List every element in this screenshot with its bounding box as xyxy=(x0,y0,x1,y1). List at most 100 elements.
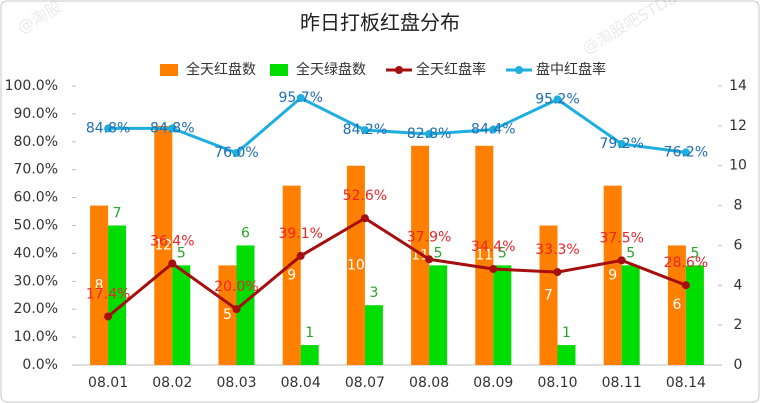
y2-tick-label: 0 xyxy=(734,357,743,373)
point xyxy=(168,259,177,268)
y2-tick-label: 6 xyxy=(734,237,743,253)
point xyxy=(425,129,434,138)
data-label: 5 xyxy=(177,245,186,261)
point xyxy=(681,281,690,290)
x-tick-label: 08.08 xyxy=(409,375,449,391)
data-label: 9 xyxy=(287,267,296,283)
bar xyxy=(539,225,558,365)
data-label: 36.4% xyxy=(150,233,194,249)
legend-swatch xyxy=(270,64,288,76)
point xyxy=(232,148,241,157)
bar xyxy=(429,265,448,365)
legend-label: 全天红盘率 xyxy=(416,61,486,78)
bar xyxy=(667,245,686,365)
data-label: 33.3% xyxy=(535,242,579,258)
y-tick-label: 40.0% xyxy=(14,245,58,261)
chart-title: 昨日打板红盘分布 xyxy=(300,11,460,35)
point xyxy=(296,251,305,260)
x-tick-label: 08.03 xyxy=(216,375,256,391)
legend-marker xyxy=(515,66,523,74)
point xyxy=(617,140,626,149)
point xyxy=(232,305,241,314)
point xyxy=(360,214,369,223)
bar xyxy=(172,265,191,365)
line xyxy=(108,96,687,155)
y2-tick-label: 12 xyxy=(729,118,747,134)
y-tick-label: 30.0% xyxy=(14,273,58,289)
point xyxy=(489,125,498,134)
bar xyxy=(411,145,430,365)
point xyxy=(104,312,113,321)
data-label: 5 xyxy=(498,245,507,261)
data-label: 1 xyxy=(305,325,314,341)
data-label: 5 xyxy=(690,245,699,261)
bar xyxy=(621,265,640,365)
data-label: 8 xyxy=(95,277,104,293)
data-label: 95.2% xyxy=(535,91,579,107)
x-tick-label: 08.07 xyxy=(345,375,385,391)
y2-tick-label: 14 xyxy=(729,78,747,94)
x-tick-label: 08.10 xyxy=(537,375,577,391)
y2-tick-label: 2 xyxy=(734,317,743,333)
y2-tick-label: 4 xyxy=(734,277,743,293)
data-label: 5 xyxy=(223,307,232,323)
data-label: 1 xyxy=(562,325,571,341)
data-label: 82.8% xyxy=(407,126,451,142)
legend-label: 盘中红盘率 xyxy=(536,61,606,78)
bar xyxy=(493,265,512,365)
bar xyxy=(475,145,494,365)
data-label: 6 xyxy=(672,297,681,313)
data-label: 84.8% xyxy=(150,120,194,136)
point xyxy=(681,148,690,157)
y-tick-label: 20.0% xyxy=(14,301,58,317)
data-label: 84.8% xyxy=(86,120,130,136)
point xyxy=(360,126,369,135)
bar xyxy=(603,185,622,365)
point xyxy=(553,95,562,104)
bar xyxy=(364,305,383,365)
data-label: 84.4% xyxy=(471,122,515,138)
data-label: 52.6% xyxy=(343,188,387,204)
data-label: 84.2% xyxy=(343,122,387,138)
data-label: 12 xyxy=(154,237,172,253)
x-tick-label: 08.14 xyxy=(666,375,706,391)
bar xyxy=(218,265,237,365)
data-label: 34.4% xyxy=(471,239,515,255)
bar xyxy=(108,225,127,365)
legend-label: 全天红盘数 xyxy=(186,61,256,78)
data-label: 76.2% xyxy=(664,144,708,160)
y-tick-label: 90.0% xyxy=(14,106,58,122)
y-tick-label: 50.0% xyxy=(14,218,58,234)
data-label: 10 xyxy=(347,257,365,273)
point xyxy=(553,268,562,277)
x-tick-label: 08.02 xyxy=(152,375,192,391)
bar xyxy=(90,205,109,365)
data-label: 28.6% xyxy=(664,255,708,271)
legend-marker xyxy=(395,66,403,74)
y-tick-label: 0.0% xyxy=(22,357,58,373)
bar xyxy=(282,185,301,365)
data-label: 5 xyxy=(626,245,635,261)
data-label: 11 xyxy=(475,247,493,263)
legend-label: 全天绿盘数 xyxy=(296,61,366,78)
x-tick-label: 08.04 xyxy=(281,375,321,391)
point xyxy=(425,255,434,264)
x-tick-label: 08.09 xyxy=(473,375,513,391)
point xyxy=(296,93,305,102)
point xyxy=(168,124,177,133)
data-label: 5 xyxy=(434,245,443,261)
x-tick-label: 08.11 xyxy=(602,375,642,391)
data-label: 79.2% xyxy=(599,136,643,152)
y-tick-label: 70.0% xyxy=(14,162,58,178)
y2-tick-label: 10 xyxy=(729,158,747,174)
data-label: 3 xyxy=(369,285,378,301)
bar xyxy=(300,345,319,365)
line xyxy=(107,216,687,318)
y-tick-label: 60.0% xyxy=(14,190,58,206)
x-tick-label: 08.01 xyxy=(88,375,128,391)
data-label: 37.9% xyxy=(407,229,451,245)
data-label: 9 xyxy=(608,267,617,283)
